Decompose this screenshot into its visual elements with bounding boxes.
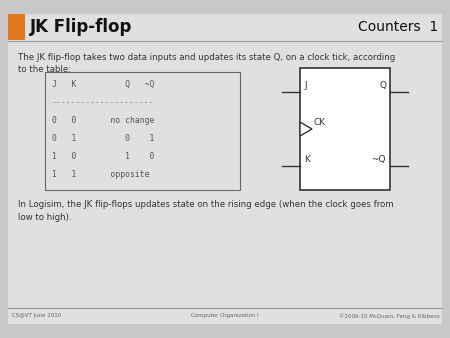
Bar [45, 72, 240, 190]
Text: CK: CK [314, 118, 326, 127]
Polygon shape [300, 122, 312, 136]
Text: Q: Q [379, 81, 386, 90]
Bar [300, 68, 390, 190]
Text: ---------------------: --------------------- [52, 98, 154, 107]
Text: J   K          Q   ~Q: J K Q ~Q [52, 80, 154, 89]
Bar [8, 14, 25, 40]
Text: ~Q: ~Q [372, 154, 386, 164]
Text: 1   0          1    0: 1 0 1 0 [52, 152, 154, 161]
Text: Counters  1: Counters 1 [358, 20, 438, 34]
Text: 0   1          0    1: 0 1 0 1 [52, 134, 154, 143]
Text: 0   0       no change: 0 0 no change [52, 116, 154, 125]
Text: ©2006-10 McQuain, Feng & Ribbens: ©2006-10 McQuain, Feng & Ribbens [339, 313, 440, 319]
Text: J: J [304, 81, 306, 90]
Text: CS@VT June 2010: CS@VT June 2010 [12, 314, 61, 318]
Text: In Logisim, the JK flip-flops updates state on the rising edge (when the clock g: In Logisim, the JK flip-flops updates st… [18, 200, 394, 221]
Text: Computer Organization I: Computer Organization I [191, 314, 259, 318]
Text: K: K [304, 154, 310, 164]
Text: The JK flip-flop takes two data inputs and updates its state Q, on a clock tick,: The JK flip-flop takes two data inputs a… [18, 53, 395, 74]
Text: JK Flip-flop: JK Flip-flop [30, 18, 132, 36]
Text: 1   1       opposite: 1 1 opposite [52, 170, 149, 179]
